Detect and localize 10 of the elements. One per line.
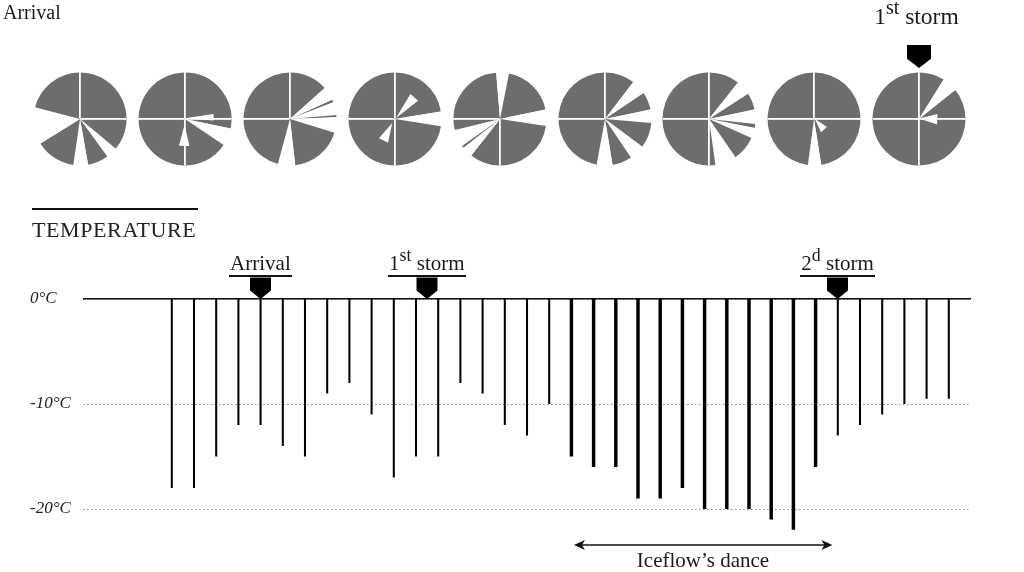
- text: Iceflow’s dance: [636, 548, 770, 572]
- chart-title: TEMPERATURE: [32, 217, 197, 242]
- text: Arrival: [230, 251, 291, 276]
- text: 2$^{d}$ storm: [801, 245, 874, 276]
- text: 1$^{st}$ storm: [389, 245, 465, 276]
- y-tick-label: -20°C: [30, 498, 72, 518]
- y-tick-label: -10°C: [30, 393, 72, 413]
- y-tick-label: 0°C: [30, 288, 58, 308]
- text: Arrival: [3, 1, 61, 24]
- text: 1$^{st}$ storm: [874, 0, 959, 29]
